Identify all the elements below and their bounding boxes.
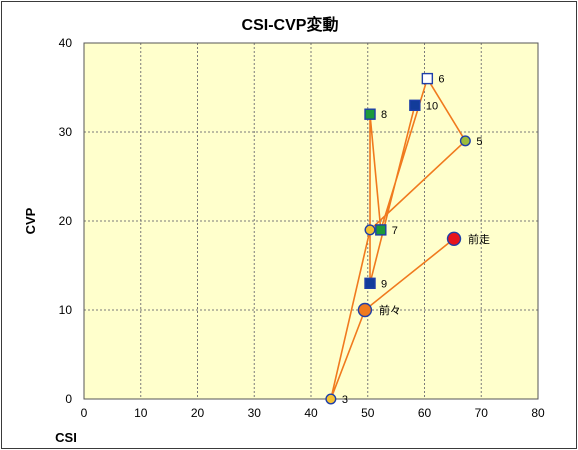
- square-point-marker: [375, 224, 387, 236]
- trajectory-path: [330, 77, 467, 400]
- x-tick-label: 70: [475, 406, 489, 420]
- square-point-marker: [364, 277, 376, 289]
- grid-lines: [84, 43, 538, 399]
- circle-point-marker: [325, 393, 337, 405]
- point-label: 10: [426, 100, 438, 112]
- plot-border: [83, 42, 539, 400]
- x-axis-title: CSI: [55, 430, 77, 445]
- x-tick-label: 60: [418, 406, 432, 420]
- trajectory-line: [330, 77, 467, 400]
- chart-title: CSI-CVP変動: [242, 15, 339, 34]
- circle-point-marker: [364, 224, 376, 236]
- circle-point-marker: [446, 231, 462, 247]
- circle-point-marker: [459, 135, 471, 147]
- point-label: 前走: [468, 232, 490, 246]
- x-axis-ticks: 0 10 20 30 40 50 60 70 80: [81, 406, 545, 420]
- y-axis-title: CVP: [23, 207, 38, 234]
- point-label: 5: [476, 136, 482, 148]
- y-tick-label: 20: [59, 214, 73, 228]
- x-tick-label: 30: [248, 406, 262, 420]
- square-point-marker: [409, 99, 421, 112]
- point-label: 前々: [379, 303, 401, 317]
- point-label: 6: [438, 74, 444, 86]
- point-label: 7: [392, 225, 398, 237]
- y-tick-label: 10: [59, 303, 73, 317]
- x-tick-label: 40: [304, 406, 318, 420]
- point-label: 8: [381, 109, 387, 121]
- x-tick-label: 0: [81, 406, 88, 420]
- point-label: 9: [381, 278, 387, 290]
- y-tick-label: 0: [65, 392, 72, 406]
- y-tick-label: 40: [59, 36, 73, 50]
- data-markers: [325, 72, 471, 405]
- y-axis-ticks: 0 10 20 30 40: [59, 36, 73, 406]
- circle-point-marker: [357, 302, 373, 318]
- point-label: 3: [342, 394, 348, 406]
- y-tick-label: 30: [59, 125, 73, 139]
- x-tick-label: 10: [134, 406, 148, 420]
- square-point-marker: [421, 72, 434, 85]
- x-tick-label: 20: [191, 406, 205, 420]
- square-point-marker: [364, 108, 376, 120]
- x-tick-label: 50: [361, 406, 375, 420]
- x-tick-label: 80: [531, 406, 545, 420]
